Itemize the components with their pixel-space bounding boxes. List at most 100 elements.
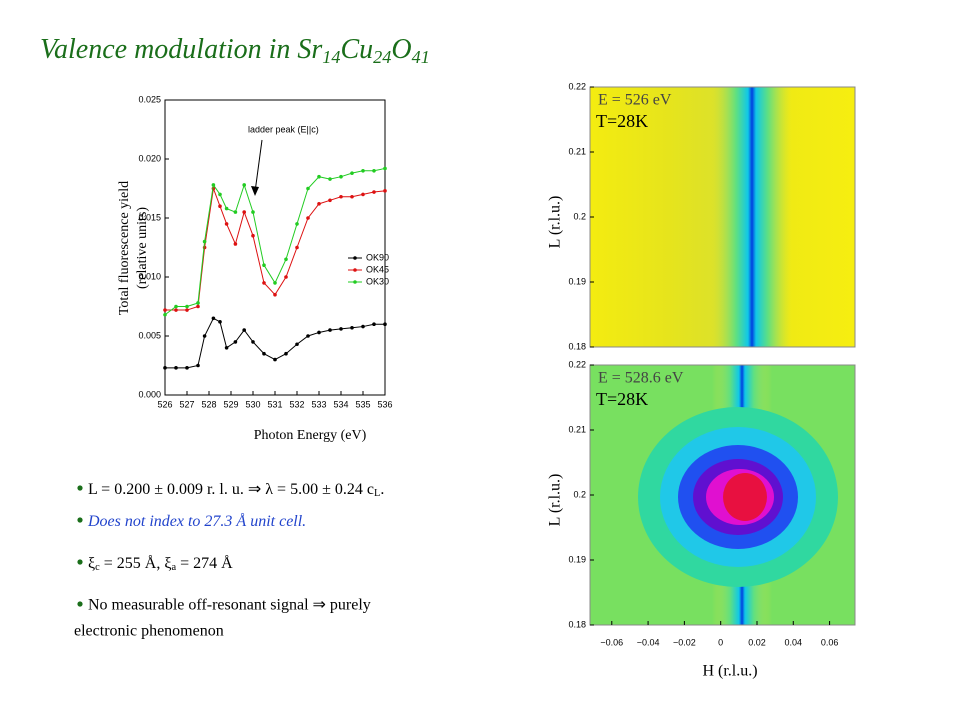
data-point: [202, 239, 207, 244]
data-point: [273, 281, 277, 285]
legend-label: OK90: [366, 252, 389, 262]
contour-field: [590, 87, 855, 625]
x-tick-label: 526: [157, 399, 172, 409]
data-point: [295, 342, 299, 347]
data-point: [218, 320, 222, 324]
y-tick-label: 0.015: [138, 212, 161, 222]
data-point: [218, 204, 222, 208]
data-point: [317, 202, 321, 206]
data-point: [350, 194, 354, 199]
y-tick-label: 0.19: [568, 554, 586, 564]
data-point: [196, 304, 200, 309]
data-point: [339, 327, 343, 331]
bullet-text: ξc = 255 Å, ξa = 274 Å: [88, 554, 233, 574]
x-tick-label: 527: [179, 399, 194, 409]
subscript: 41: [412, 47, 430, 67]
data-point: [284, 351, 288, 356]
x-tick-label: 0.06: [821, 637, 839, 647]
data-point: [163, 366, 167, 370]
data-point: [224, 222, 229, 226]
series-line: [164, 167, 386, 316]
data-point: [174, 304, 178, 309]
data-point: [163, 308, 167, 312]
text-run: = 255 Å, ξ: [100, 554, 172, 572]
annotation: ladder peak (E||c): [248, 124, 319, 134]
data-point: [251, 233, 255, 238]
data-point: [185, 366, 189, 370]
y-tick-label: 0.22: [568, 81, 586, 91]
data-point: [224, 346, 229, 350]
x-tick-label: 534: [333, 399, 348, 409]
text-run: O: [391, 34, 411, 65]
data-point: [174, 366, 178, 370]
data-point: [306, 216, 310, 220]
y-tick-label: 0.000: [138, 389, 161, 399]
text-run: Cu: [340, 34, 373, 65]
data-point: [233, 242, 238, 246]
bullet-text: electronic phenomenon: [74, 623, 224, 640]
data-point: [273, 292, 277, 297]
y-tick-label: 0.025: [138, 94, 161, 104]
data-point: [218, 192, 222, 197]
data-point: [202, 334, 207, 338]
series-line: [165, 188, 386, 311]
data-point: [317, 174, 321, 179]
text-run: ξ: [88, 555, 95, 572]
data-point: [328, 198, 332, 203]
bullet-text: Does not index to 27.3 Å unit cell.: [87, 512, 306, 530]
data-point: [383, 189, 387, 193]
y-tick-label: 0.21: [568, 424, 586, 434]
data-point: [383, 322, 387, 327]
x-tick-label: 531: [267, 399, 282, 409]
text-run: Valence modulation in Sr: [40, 34, 322, 65]
data-point: [211, 316, 216, 321]
y-axis-label: (relative units): [135, 207, 150, 289]
data-point: [339, 174, 343, 179]
y-axis-label: L (r.l.u.): [547, 196, 564, 249]
data-point: [306, 186, 310, 191]
legend-label: OK30: [366, 276, 389, 286]
subscript: L: [374, 488, 380, 499]
data-point: [262, 263, 266, 268]
data-point: [185, 308, 189, 312]
x-tick-label: 535: [355, 399, 370, 409]
bullet: [77, 485, 83, 491]
data-point: [284, 275, 288, 279]
slide-title: Valence modulation in Sr14Cu24O41: [40, 34, 430, 67]
data-point: [273, 357, 277, 362]
data-point: [350, 171, 354, 175]
y-tick-label: 0.2: [573, 489, 586, 499]
subscript: a: [171, 562, 176, 573]
data-point: [262, 281, 266, 285]
data-point: [361, 324, 365, 329]
data-point: [295, 222, 299, 226]
x-axis-label: H (r.l.u.): [702, 663, 757, 680]
data-point: [372, 169, 376, 173]
legend-marker: [353, 280, 357, 284]
bullet: [77, 559, 83, 565]
data-point: [233, 340, 238, 344]
x-tick-label: 0.04: [785, 637, 803, 647]
y-tick-label: 0.18: [568, 341, 586, 351]
annotation: T=28K: [596, 111, 648, 131]
data-point: [242, 210, 246, 214]
bullet-text: L = 0.200 ± 0.009 r. l. u. ⇒ λ = 5.00 ± …: [88, 481, 384, 500]
data-point: [233, 210, 238, 214]
data-point: [361, 192, 365, 197]
data-point: [339, 194, 343, 199]
x-tick-label: −0.04: [637, 637, 660, 647]
data-point: [317, 330, 321, 335]
data-point: [372, 190, 376, 194]
data-point: [224, 206, 229, 211]
y-tick-label: 0.18: [568, 619, 586, 629]
data-point: [350, 325, 354, 330]
data-point: [328, 328, 332, 332]
annotation: E = 528.6 eV: [598, 370, 684, 387]
data-point: [262, 351, 266, 356]
plot-frame: [164, 99, 386, 396]
x-tick-label: 533: [311, 399, 326, 409]
x-tick-label: 0: [718, 637, 723, 647]
y-tick-label: 0.22: [568, 359, 586, 369]
arrow-head: [251, 186, 259, 196]
